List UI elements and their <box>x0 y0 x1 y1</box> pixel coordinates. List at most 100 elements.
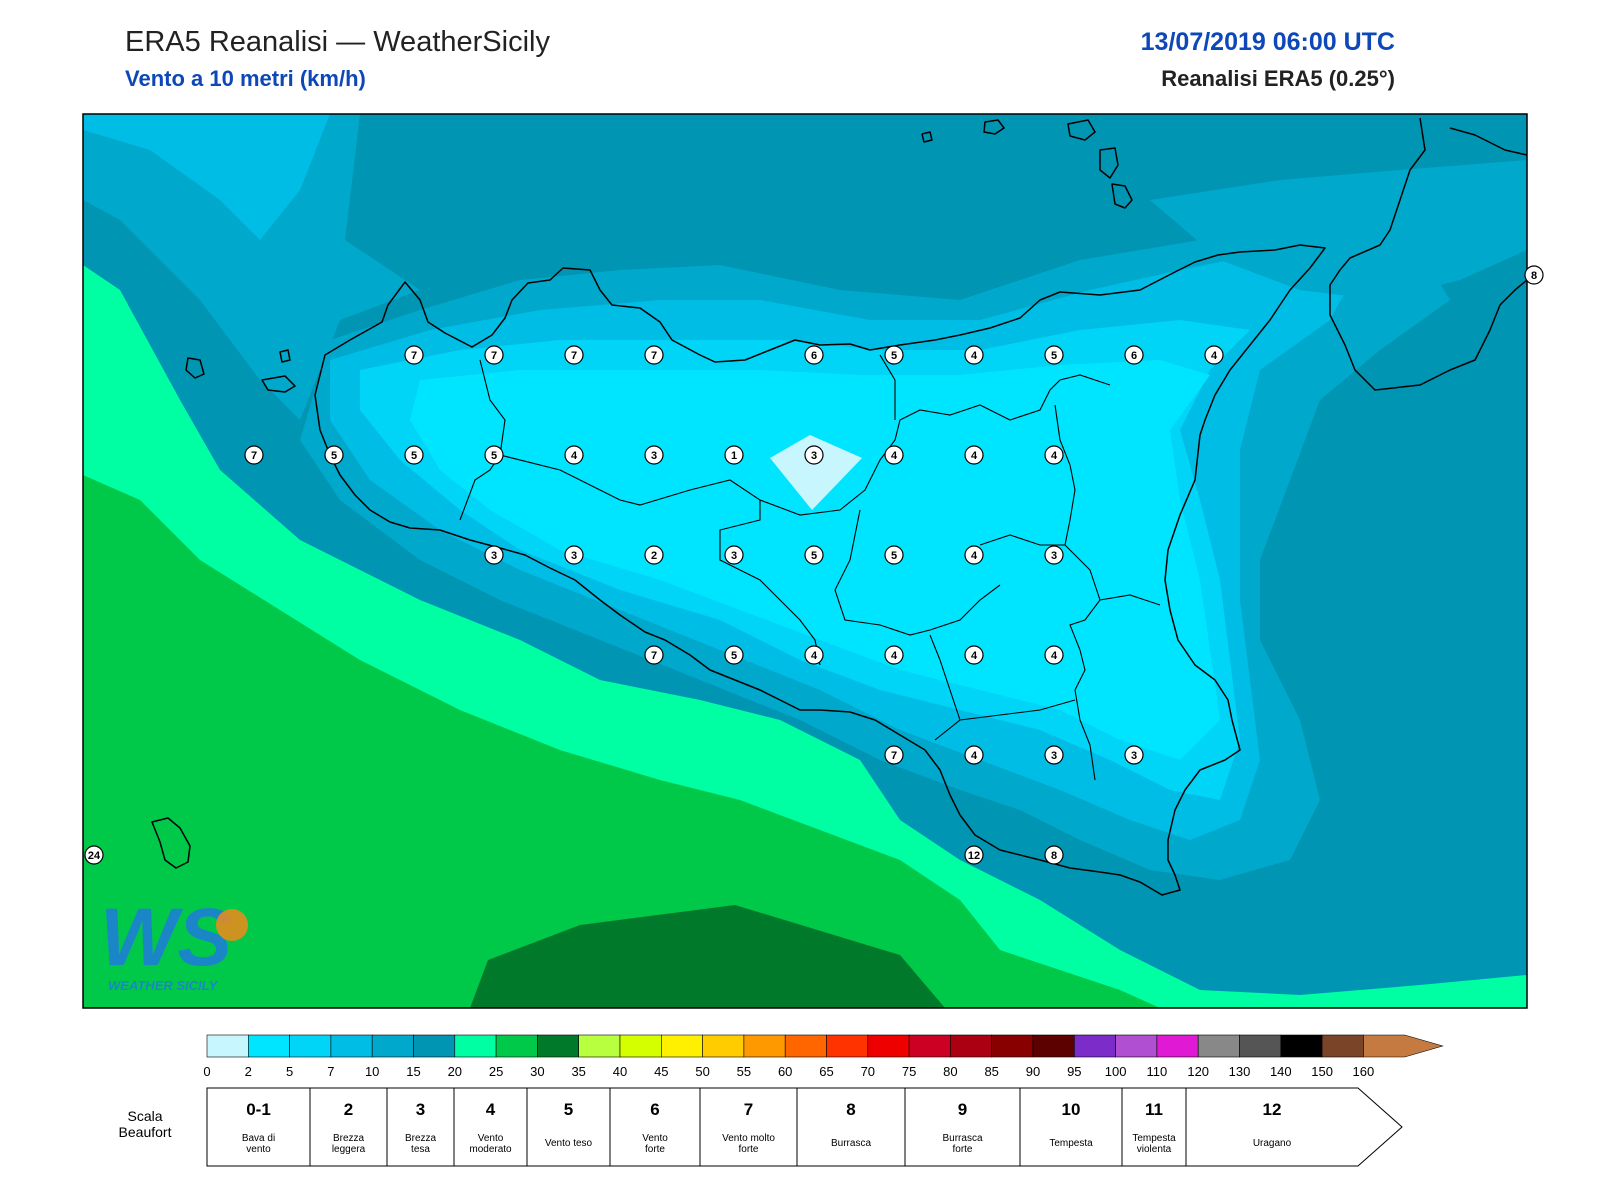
beaufort-desc-line1: Vento <box>642 1133 668 1144</box>
calabria-ne <box>1449 127 1527 156</box>
wind-marker-circle <box>644 445 664 465</box>
wind-value-marker: 4 <box>964 445 984 465</box>
island-favignana <box>261 375 296 393</box>
beaufort-cell: 5 Vento teso <box>526 1087 611 1167</box>
wind-value-label: 4 <box>891 450 898 462</box>
beaufort-cell-box <box>904 1087 1021 1167</box>
beaufort-cell-box <box>1019 1087 1123 1167</box>
beaufort-desc-line2: vento <box>246 1144 271 1155</box>
wind-value-label: 7 <box>411 350 417 362</box>
wind-value-label: 24 <box>88 850 101 862</box>
wind-marker-circle <box>324 445 344 465</box>
wind-marker-circle <box>1524 265 1544 285</box>
wind-value-label: 3 <box>491 550 497 562</box>
wind-value-marker: 4 <box>804 645 824 665</box>
wind-value-label: 6 <box>811 350 817 362</box>
island-marettimo <box>185 357 205 379</box>
islands <box>151 119 1133 869</box>
wind-value-marker: 4 <box>1044 445 1064 465</box>
wind-band-20-25 <box>83 475 1160 1008</box>
beaufort-cell-box <box>609 1087 701 1167</box>
beaufort-number: 2 <box>344 1100 353 1119</box>
wind-value-marker: 4 <box>1204 345 1224 365</box>
beaufort-desc-line1: Burrasca <box>831 1138 871 1149</box>
wind-marker-circle <box>404 345 424 365</box>
wind-marker-circle <box>1044 645 1064 665</box>
colorbar-tick-label: 35 <box>571 1064 585 1079</box>
beaufort-desc-line1: Brezza <box>405 1133 437 1144</box>
wind-marker-circle <box>1044 445 1064 465</box>
beaufort-cell-box <box>453 1087 528 1167</box>
wind-marker-circle <box>564 545 584 565</box>
colorbar-segment <box>826 1034 869 1058</box>
valid-datetime: 13/07/2019 06:00 UTC <box>1140 28 1395 56</box>
wind-marker-circle <box>724 545 744 565</box>
colorbar-tick-label: 70 <box>861 1064 875 1079</box>
wind-value-marker: 4 <box>964 545 984 565</box>
wind-band-10-15-east <box>1340 420 1480 800</box>
wind-value-marker: 3 <box>484 545 504 565</box>
map-subtitle: Vento a 10 metri (km/h) <box>125 66 366 91</box>
beaufort-desc-line1: Brezza <box>333 1133 365 1144</box>
colorbar-segment <box>1321 1034 1364 1058</box>
beaufort-scale-label-2: Beaufort <box>119 1124 172 1140</box>
colorbar-tick-label: 50 <box>695 1064 709 1079</box>
colorbar-tick-label: 110 <box>1147 1064 1168 1079</box>
colorbar-tick-label: 140 <box>1270 1064 1292 1079</box>
beaufort-cell: 12 Uragano <box>1185 1087 1403 1167</box>
wind-value-marker: 3 <box>564 545 584 565</box>
map-title: ERA5 Reanalisi — WeatherSicily <box>125 26 550 58</box>
island-pantelleria <box>151 817 191 869</box>
colorbar-segment <box>289 1034 332 1058</box>
wind-value-label: 7 <box>651 650 657 662</box>
colorbar-tick-label: 7 <box>327 1064 334 1079</box>
beaufort-number: 3 <box>416 1100 425 1119</box>
beaufort-number: 7 <box>744 1100 753 1119</box>
colorbar-segment <box>702 1034 745 1058</box>
island-alicudi <box>921 131 933 143</box>
wind-value-label: 3 <box>1051 750 1057 762</box>
map-frame <box>82 113 1528 1009</box>
colorbar-tick-label: 90 <box>1026 1064 1040 1079</box>
colorbar-tick-label: 40 <box>613 1064 627 1079</box>
wind-marker-circle <box>484 545 504 565</box>
wind-value-label: 8 <box>1051 850 1057 862</box>
wind-marker-circle <box>804 545 824 565</box>
wind-field <box>83 114 1527 1008</box>
sicily-coastline <box>314 244 1326 896</box>
beaufort-desc-line2: forte <box>645 1144 665 1155</box>
model-label: Reanalisi ERA5 (0.25°) <box>1161 66 1395 91</box>
wind-marker-circle <box>964 845 984 865</box>
colorbar-segment <box>619 1034 662 1058</box>
colorbar-segment <box>660 1034 703 1058</box>
wind-value-marker: 24 <box>84 845 104 865</box>
wind-value-marker: 3 <box>1124 745 1144 765</box>
logo-text: WEATHER SICILY <box>108 978 219 993</box>
beaufort-number: 4 <box>486 1100 496 1119</box>
beaufort-number: 0-1 <box>246 1100 271 1119</box>
beaufort-cell-box <box>206 1087 311 1167</box>
colorbar-tick-label: 55 <box>737 1064 751 1079</box>
island-levanzo <box>279 349 291 363</box>
colorbar-segment <box>784 1034 827 1058</box>
beaufort-cell-box <box>1121 1087 1187 1167</box>
colorbar-tick-label: 25 <box>489 1064 503 1079</box>
beaufort-number: 5 <box>564 1100 573 1119</box>
colorbar-tick-label: 85 <box>984 1064 998 1079</box>
beaufort-desc-line1: Uragano <box>1253 1138 1292 1149</box>
wind-value-label: 5 <box>891 350 897 362</box>
colorbar-tick-label: 150 <box>1311 1064 1333 1079</box>
wind-colorbar: 0 2 5 7 10 15 20 25 30 35 40 45 50 55 60 65 70 75 80 85 90 95… <box>203 1034 1444 1079</box>
wind-value-label: 3 <box>1051 550 1057 562</box>
colorbar-tick-label: 45 <box>654 1064 668 1079</box>
colorbar-tick-label: 160 <box>1353 1064 1375 1079</box>
colorbar-segment <box>743 1034 786 1058</box>
wind-marker-circle <box>884 545 904 565</box>
wind-value-marker: 6 <box>1124 345 1144 365</box>
colorbar-tick-label: 65 <box>819 1064 833 1079</box>
